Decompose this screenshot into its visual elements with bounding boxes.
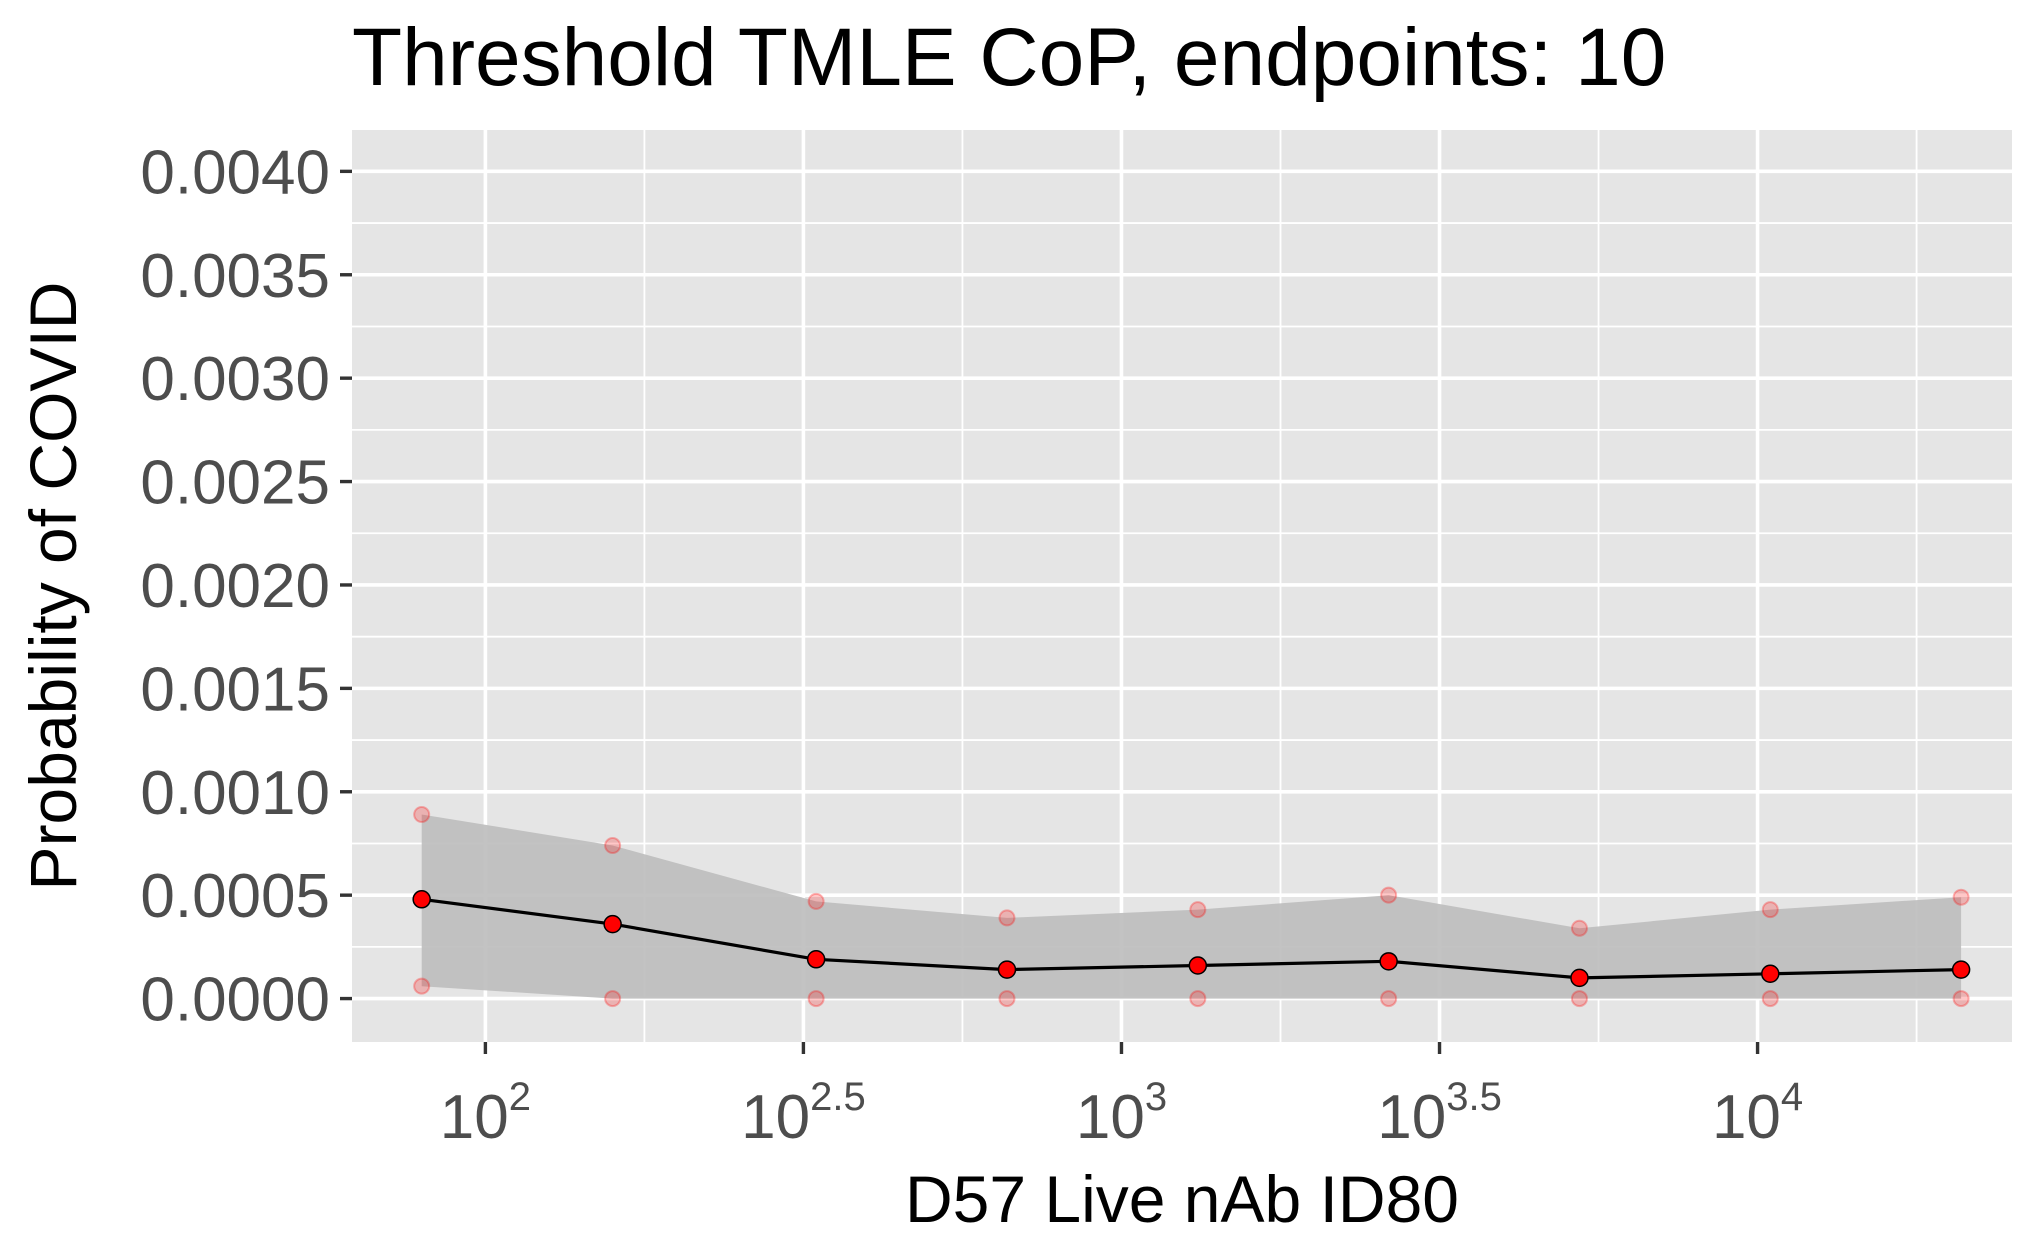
- lower-bound-point: [1761, 990, 1779, 1008]
- upper-bound-point: [1570, 919, 1588, 937]
- upper-bound-point: [1189, 901, 1207, 919]
- x-tick-label: 103: [1076, 1075, 1167, 1152]
- estimate-point: [997, 960, 1017, 979]
- gridlines: [352, 130, 2012, 1042]
- estimate-point: [1570, 968, 1589, 988]
- upper-bound-point: [807, 892, 825, 910]
- upper-bound-point: [413, 806, 431, 824]
- y-tick-label: 0.0040: [140, 138, 330, 207]
- confidence-band: [421, 814, 1962, 999]
- lower-bound-point: [604, 990, 622, 1008]
- estimate-point: [1188, 956, 1208, 975]
- lower-bound-point: [413, 977, 431, 995]
- estimate-points: [412, 890, 1971, 988]
- estimate-point: [806, 950, 826, 969]
- y-tick-label: 0.0030: [140, 345, 330, 414]
- upper-bound-point: [604, 837, 622, 855]
- x-axis-title: D57 Live nAb ID80: [905, 1162, 1459, 1236]
- x-tick-label: 102.5: [741, 1075, 866, 1152]
- upper-bound-point: [1952, 888, 1970, 906]
- lower-bound-point: [1380, 990, 1398, 1008]
- y-tick-label: 0.0015: [140, 655, 330, 724]
- estimate-point: [1761, 964, 1780, 984]
- estimate-point: [412, 890, 431, 909]
- y-tick-label: 0.0020: [140, 552, 330, 621]
- y-axis: 0.0000 0.0005 0.0010 0.0015 0.0020 0.0025 0.00…: [140, 138, 352, 1035]
- y-axis-title: Probability of COVID: [16, 282, 90, 891]
- lower-bound-point: [1952, 990, 1970, 1008]
- lower-bound-point: [807, 990, 825, 1008]
- x-tick-label: 102: [440, 1075, 531, 1152]
- estimate-point: [603, 914, 622, 934]
- x-tick-label: 104: [1712, 1075, 1803, 1152]
- y-tick-label: 0.0000: [140, 966, 330, 1035]
- lower-bound-point: [1570, 990, 1588, 1008]
- estimate-point: [1951, 960, 1971, 979]
- x-tick-label: 103.5: [1377, 1075, 1502, 1152]
- chart-title: Threshold TMLE CoP, endpoints: 10: [352, 12, 1666, 103]
- upper-bound-point: [998, 909, 1016, 927]
- ci-bound-points: [413, 806, 1970, 1008]
- lower-bound-point: [998, 990, 1016, 1008]
- lower-bound-point: [1189, 990, 1207, 1008]
- y-tick-label: 0.0035: [140, 242, 330, 311]
- estimate-point: [1379, 952, 1398, 971]
- confidence-ribbon: [421, 814, 1962, 999]
- y-tick-label: 0.0010: [140, 759, 330, 828]
- y-tick-label: 0.0005: [140, 862, 330, 931]
- upper-bound-point: [1761, 901, 1779, 919]
- x-axis: 102 102.5 103 103.5 104: [440, 1042, 1803, 1152]
- y-tick-label: 0.0025: [140, 449, 330, 518]
- upper-bound-point: [1380, 886, 1398, 904]
